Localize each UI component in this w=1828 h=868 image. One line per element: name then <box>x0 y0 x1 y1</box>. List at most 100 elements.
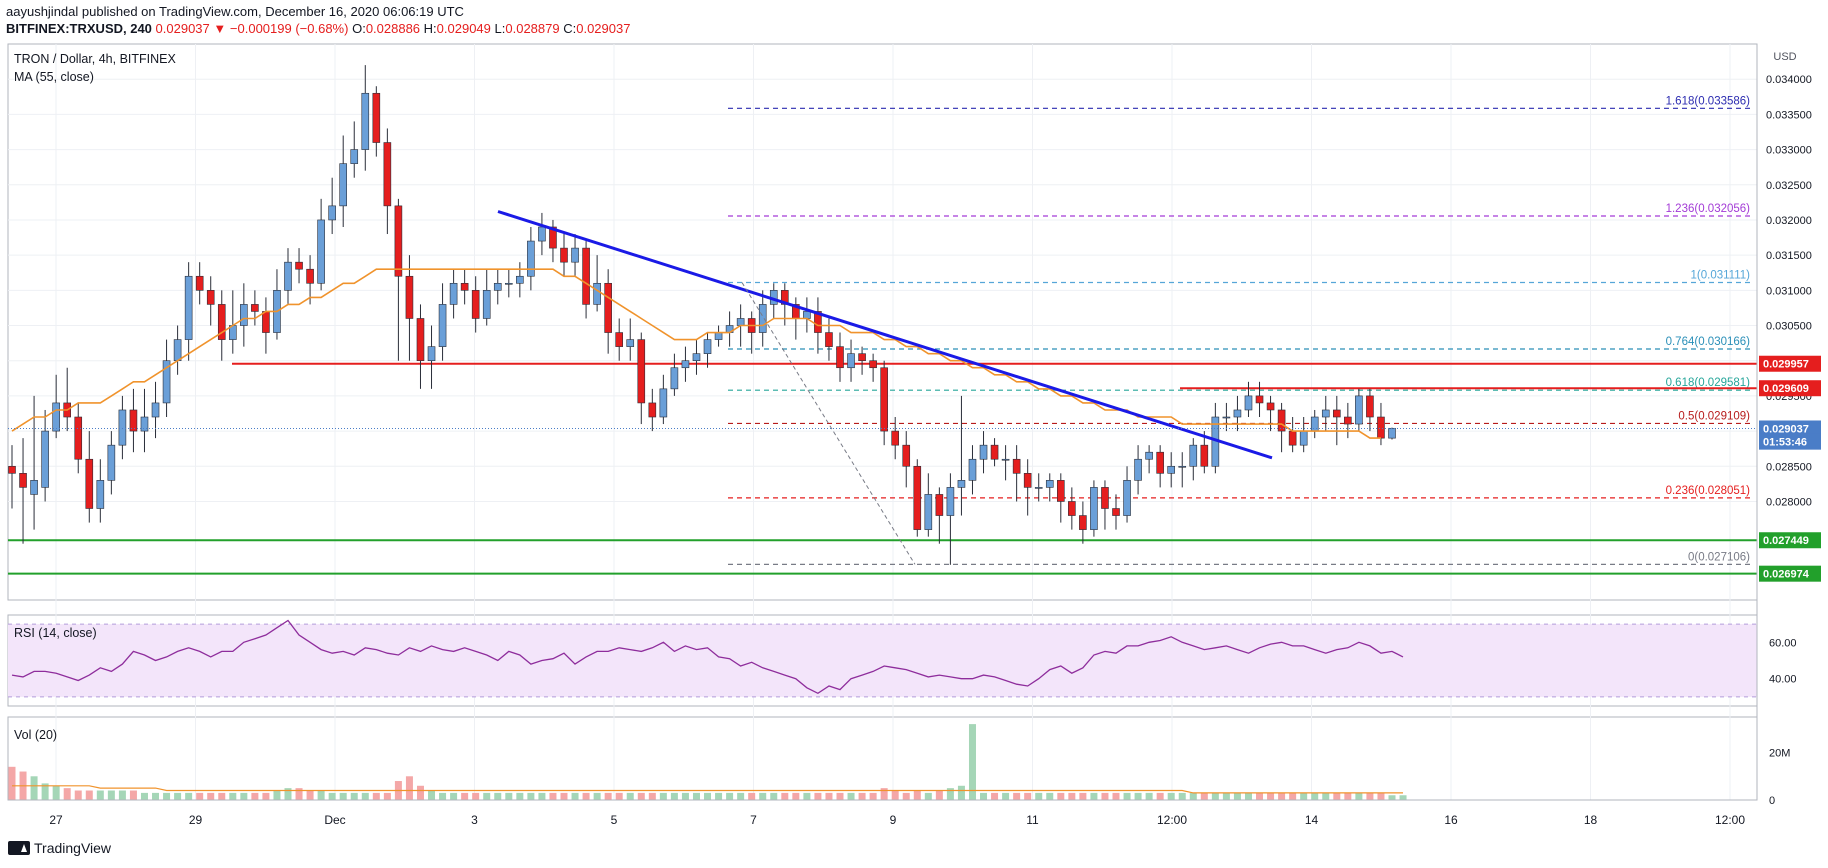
high-label: H: <box>423 21 437 36</box>
volume-ma-line <box>12 785 1403 794</box>
chart-area[interactable]: 2729Dec35791112:0014161812:00210.0340000… <box>0 40 1828 840</box>
ma-indicator-label[interactable]: MA (55, close) <box>14 70 94 84</box>
vol-pane-frame <box>7 716 1758 801</box>
volume-bar <box>571 792 579 800</box>
volume-bar <box>1300 792 1308 800</box>
volume-bar <box>615 792 623 800</box>
candle-body <box>1156 451 1164 474</box>
candle-body <box>372 92 381 143</box>
volume-bar <box>538 792 546 800</box>
volume-bar <box>1200 792 1208 800</box>
volume-bar <box>174 792 182 800</box>
volume-bar <box>582 792 590 800</box>
candle-body <box>758 304 767 333</box>
low-label: L: <box>494 21 506 36</box>
main-pane-frame <box>7 43 1758 601</box>
candle-body <box>361 92 370 150</box>
fib-level-label: 0(0.027106) <box>1688 551 1750 563</box>
candle-body <box>1001 458 1010 461</box>
candle-body <box>571 247 579 263</box>
candle-body <box>19 473 27 488</box>
candle-body <box>1321 409 1330 418</box>
candle-body <box>206 290 215 305</box>
candle-body <box>1023 473 1032 488</box>
candle-body <box>8 465 16 474</box>
candle-body <box>416 318 425 362</box>
volume-bar <box>483 792 491 800</box>
volume-bar <box>869 792 877 800</box>
candle-body <box>1355 395 1363 425</box>
x-tick-label: 14 <box>1305 813 1319 827</box>
volume-bar <box>516 792 524 800</box>
volume-bar <box>41 783 49 800</box>
y-tick-label: 0.031000 <box>1766 285 1812 297</box>
y-tick-label: 0.028000 <box>1766 496 1812 508</box>
volume-bar <box>1311 792 1319 800</box>
volume-bar <box>306 790 314 800</box>
volume-bar <box>1233 792 1241 800</box>
volume-bar <box>328 792 336 800</box>
volume-bar <box>63 788 71 800</box>
candle-body <box>1344 416 1352 425</box>
x-tick-label: 12:00 <box>1157 813 1187 827</box>
volume-bar <box>692 792 700 800</box>
y-tick-label: 0.031500 <box>1766 250 1812 262</box>
volume-bar <box>163 792 171 800</box>
publisher-user[interactable]: aayushjindal <box>6 4 79 19</box>
fib-level-label: 0.764(0.030166) <box>1666 336 1751 348</box>
candle-body <box>262 311 270 333</box>
candle-body <box>803 311 811 319</box>
rsi-pane-title[interactable]: RSI (14, close) <box>14 626 97 640</box>
symbol-line: BITFINEX:TRXUSD, 240 0.029037 ▼ −0.00019… <box>6 21 630 36</box>
candle-body <box>96 480 105 509</box>
candle-body <box>129 409 138 432</box>
volume-bar <box>659 792 667 800</box>
candle-body <box>913 465 922 530</box>
candle-body <box>1189 444 1198 467</box>
volume-bar <box>1035 792 1043 800</box>
volume-bar <box>52 785 60 800</box>
volume-bar <box>935 790 943 800</box>
x-tick-label: Dec <box>324 813 345 827</box>
candle-body <box>847 353 855 369</box>
volume-bar <box>30 776 38 800</box>
volume-bar <box>1244 792 1252 800</box>
volume-bar <box>770 792 778 800</box>
candle-body <box>1377 416 1385 439</box>
candle-body <box>284 261 292 291</box>
volume-bar <box>405 776 413 800</box>
candle-body <box>306 268 314 284</box>
footer-brand[interactable]: TradingView <box>8 840 111 856</box>
volume-bar <box>339 792 347 800</box>
x-tick-label: 11 <box>1026 813 1039 827</box>
candle-body <box>85 458 94 509</box>
rsi-tick-label: 60.00 <box>1769 637 1797 649</box>
candle-body <box>626 339 635 347</box>
candle-body <box>1222 416 1231 419</box>
candle-body <box>869 360 877 369</box>
volume-bar <box>295 788 303 800</box>
volume-bar <box>74 790 82 800</box>
candle-body <box>1034 487 1043 489</box>
x-tick-label: 12:00 <box>1715 813 1745 827</box>
candle-body <box>151 402 160 418</box>
symbol-name: BITFINEX:TRXUSD, 240 <box>6 21 152 36</box>
volume-bar <box>1145 792 1153 800</box>
volume-bar <box>1333 792 1341 800</box>
candle-body <box>1388 427 1396 439</box>
volume-bar <box>759 792 767 800</box>
volume-bar <box>704 792 712 800</box>
volume-bar <box>748 792 756 800</box>
candle-body <box>1167 465 1175 474</box>
candle-body <box>52 402 60 432</box>
volume-bar <box>726 792 734 800</box>
candle-body <box>195 275 204 291</box>
bearish-trendline[interactable] <box>497 210 1273 460</box>
candle-body <box>107 444 116 481</box>
vol-pane-title[interactable]: Vol (20) <box>14 728 58 742</box>
price-label-box <box>1759 532 1821 549</box>
ma55-line <box>11 268 1381 439</box>
volume-bar <box>880 788 888 800</box>
candle-body <box>30 480 38 495</box>
publish-info: published on TradingView.com, December 1… <box>78 4 464 19</box>
